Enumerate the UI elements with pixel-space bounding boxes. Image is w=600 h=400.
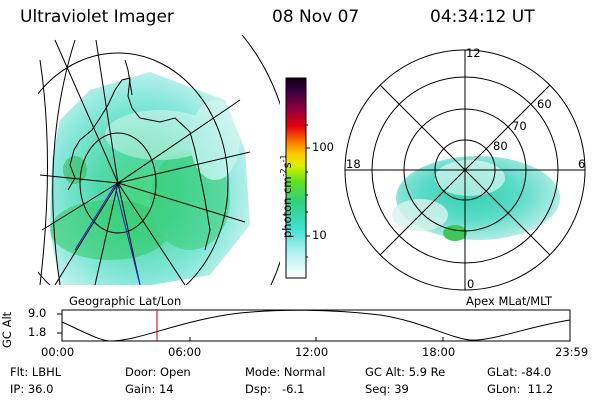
altitude-ytick-high: 9.0 <box>28 306 47 320</box>
mlt-label-6: 6 <box>578 157 586 171</box>
app-title: Ultraviolet Imager <box>20 7 174 27</box>
lat-label-80: 80 <box>493 139 508 153</box>
xtick-0600: 06:00 <box>168 345 202 359</box>
info-seq: Seq: 39 <box>365 382 409 396</box>
colorbar-tick-100: 100 <box>312 140 334 154</box>
geographic-caption: Geographic Lat/Lon <box>69 294 182 308</box>
xtick-0000: 00:00 <box>41 345 75 359</box>
colorbar <box>285 77 307 279</box>
lat-label-60: 60 <box>537 97 552 111</box>
lat-label-70: 70 <box>512 119 527 133</box>
xtick-2359: 23:59 <box>555 345 589 359</box>
info-glon: GLon: 11.2 <box>487 382 554 396</box>
apex-polar-plot <box>344 49 586 291</box>
info-ip: IP: 36.0 <box>10 382 54 396</box>
altitude-ylabel: GC Alt <box>0 311 14 348</box>
xtick-1800: 18:00 <box>422 345 456 359</box>
geographic-map <box>38 35 280 285</box>
info-glat: GLat: -84.0 <box>487 365 552 379</box>
colorbar-ticks <box>306 124 310 258</box>
mlt-label-12: 12 <box>466 46 481 60</box>
info-flt: Flt: LBHL <box>10 365 62 379</box>
info-gcalt: GC Alt: 5.9 Re <box>365 365 446 379</box>
mlt-label-18: 18 <box>346 157 361 171</box>
mlt-label-0: 0 <box>467 277 475 291</box>
info-door: Door: Open <box>125 365 191 379</box>
altitude-curve <box>61 309 571 342</box>
colorbar-label: photon cm-2s-1 <box>279 154 294 238</box>
altitude-ytick-low: 1.8 <box>28 325 47 339</box>
xtick-1200: 12:00 <box>295 345 329 359</box>
info-dsp: Dsp: -6.1 <box>245 382 305 396</box>
info-mode: Mode: Normal <box>245 365 326 379</box>
date-label: 08 Nov 07 <box>272 7 360 27</box>
colorbar-tick-10: 10 <box>312 228 327 242</box>
time-label: 04:34:12 UT <box>430 7 535 27</box>
apex-caption: Apex MLat/MLT <box>466 294 553 308</box>
info-gain: Gain: 14 <box>125 382 174 396</box>
